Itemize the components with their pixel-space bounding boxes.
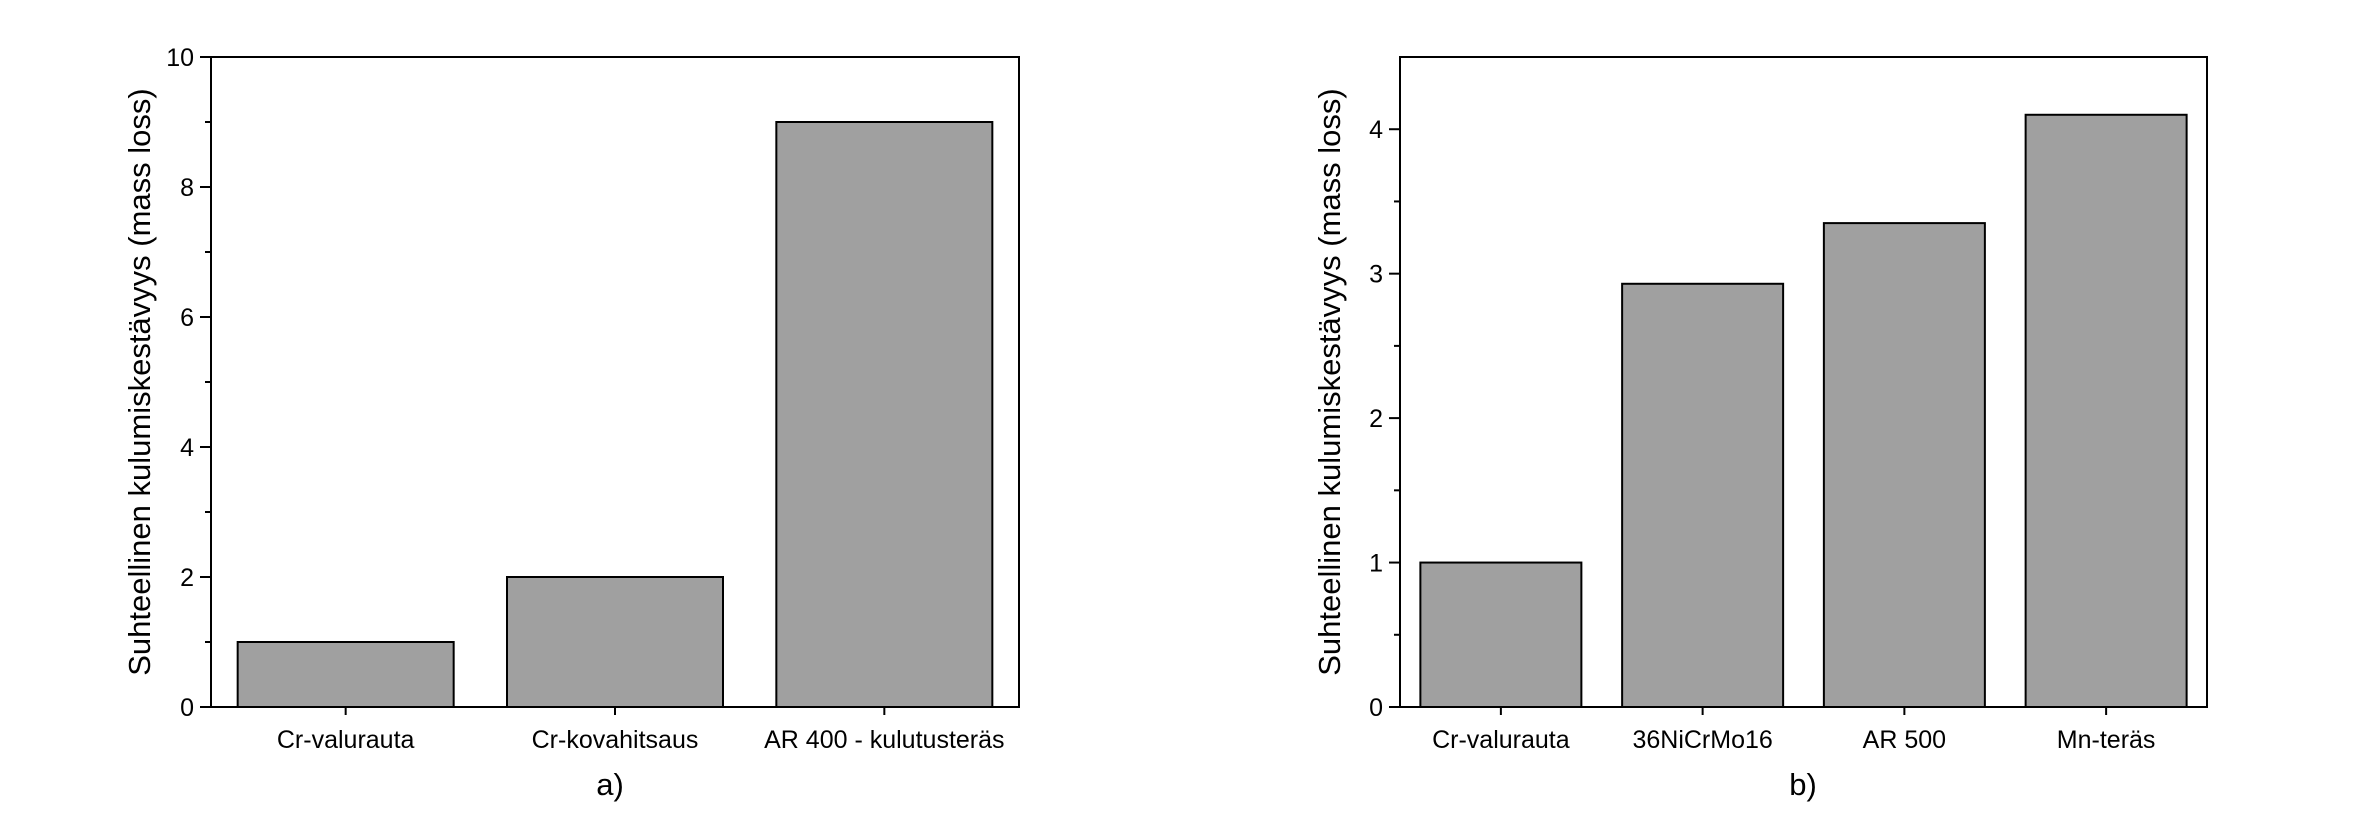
y-tick-label: 0 [180, 694, 194, 722]
y-tick-label: 6 [180, 304, 194, 332]
panel-label: a) [596, 767, 624, 802]
bar-1 [236, 641, 455, 708]
plot-frame [1399, 56, 2208, 708]
panel-label: b) [1789, 767, 1817, 802]
x-tick-label: Cr-valurauta [1432, 726, 1570, 754]
y-tick-label: 1 [1369, 550, 1383, 578]
x-tick-label: Mn-teräs [2057, 726, 2156, 754]
y-tick-label: 8 [180, 174, 194, 202]
bar-4 [2024, 113, 2188, 709]
chart-panel-b: Cr-valurauta 36NiCrMo16 AR 500 Mn-teräs 0 1 2 3… [1312, 56, 2208, 802]
bar-2 [1621, 282, 1785, 708]
bar-1 [1419, 561, 1583, 708]
y-tick-label: 4 [1369, 116, 1383, 144]
x-tick-label: Cr-valurauta [277, 726, 415, 754]
y-axis-title: Suhteellinen kulumiskestävyys (mass loss… [122, 88, 157, 676]
y-tick-label: 2 [1369, 405, 1383, 433]
y-tick-label: 0 [1369, 694, 1383, 722]
x-tick-label: AR 500 [1863, 726, 1946, 754]
y-tick-label: 2 [180, 564, 194, 592]
x-tick-label: Cr-kovahitsaus [532, 726, 699, 754]
x-tick-label: AR 400 - kulutusteräs [764, 726, 1004, 754]
y-tick-label: 3 [1369, 261, 1383, 289]
x-tick-label: 36NiCrMo16 [1632, 726, 1772, 754]
chart-panel-a: Cr-valurauta Cr-kovahitsaus AR 400 - kulut… [122, 44, 1020, 802]
y-axis-title: Suhteellinen kulumiskestävyys (mass loss… [1312, 88, 1347, 676]
bar-3 [775, 121, 994, 708]
y-tick-label: 4 [180, 434, 194, 462]
y-tick-label: 10 [166, 44, 194, 72]
bar-2 [506, 576, 724, 708]
bar-3 [1822, 222, 1986, 708]
